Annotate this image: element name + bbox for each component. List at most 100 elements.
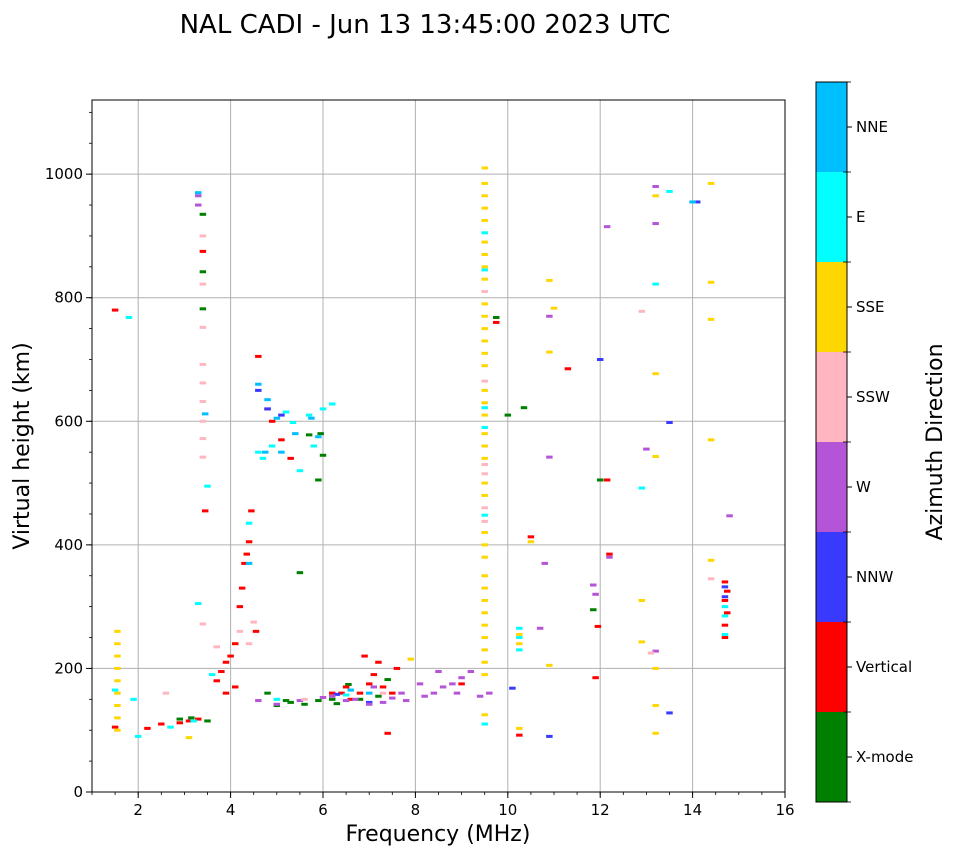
echo-mark-vertical [721, 623, 729, 627]
colorbar-label: E [856, 208, 865, 226]
data-marks [111, 166, 733, 740]
echo-mark-vertical [241, 561, 248, 565]
echo-mark-vertical [243, 552, 251, 556]
echo-mark-sse [481, 623, 488, 627]
echo-mark-sse [481, 555, 488, 559]
echo-mark-e [342, 693, 350, 697]
echo-mark-vertical [287, 456, 294, 460]
echo-mark-vertical [361, 654, 368, 658]
echo-mark-ssw [199, 362, 207, 366]
echo-mark-nne [315, 435, 322, 439]
echo-mark-e [167, 725, 174, 729]
echo-mark-x-mode [329, 697, 336, 701]
colorbar-segment-x-mode [816, 712, 847, 802]
echo-mark-x-mode [199, 270, 207, 274]
echo-mark-x-mode [176, 717, 184, 721]
echo-mark-vertical [213, 679, 220, 683]
echo-mark-vertical [111, 725, 119, 729]
echo-mark-ssw [379, 691, 387, 695]
echo-mark-w [546, 455, 553, 459]
echo-mark-x-mode [493, 315, 500, 319]
echo-mark-sse [638, 598, 646, 602]
echo-mark-ssw [301, 697, 308, 701]
echo-mark-nnw [721, 595, 729, 599]
echo-mark-vertical [199, 249, 207, 253]
colorbar-segments [816, 82, 847, 802]
echo-mark-nne [278, 450, 285, 454]
y-tick-label: 800 [54, 289, 83, 307]
echo-mark-nnw [666, 421, 673, 425]
echo-mark-sse [481, 206, 488, 210]
colorbar-label: SSW [856, 388, 890, 406]
plot-area: 2 4 6 8 10 12 14 16 0 200 400 600 800 1000 [45, 99, 795, 819]
echo-mark-sse [546, 350, 553, 354]
echo-mark-e [195, 602, 202, 606]
y-axis-label: Virtual height (km) [10, 342, 35, 549]
echo-mark-vertical [721, 598, 729, 602]
x-tick-label: 14 [683, 801, 702, 819]
echo-mark-nnw [596, 358, 604, 361]
echo-mark-vertical [111, 308, 119, 312]
echo-mark-nne [273, 416, 281, 420]
x-axis-label: Frequency (MHz) [346, 822, 531, 847]
echo-mark-vertical [458, 682, 465, 686]
echo-mark-sse [481, 388, 488, 392]
echo-mark-w [195, 203, 202, 207]
echo-mark-sse [481, 181, 488, 185]
echo-mark-nnw [509, 686, 516, 690]
echo-mark-sse [114, 679, 121, 683]
x-tick-label: 10 [498, 801, 517, 819]
echo-mark-sse [546, 663, 553, 667]
chart-title: NAL CADI - Jun 13 13:45:00 2023 UTC [180, 10, 671, 40]
echo-mark-w [416, 682, 424, 686]
echo-mark-vertical [195, 717, 202, 721]
echo-mark-sse [481, 611, 488, 615]
echo-mark-sse [707, 181, 715, 185]
echo-mark-vertical [144, 726, 151, 730]
echo-mark-e [255, 450, 262, 454]
echo-mark-sse [481, 481, 488, 485]
echo-mark-sse [481, 432, 488, 436]
echo-mark-w [453, 691, 461, 695]
echo-mark-vertical [375, 660, 382, 664]
echo-mark-vertical [527, 535, 535, 539]
echo-mark-x-mode [287, 700, 294, 704]
echo-mark-vertical [370, 673, 378, 677]
echo-mark-nnw [666, 711, 673, 715]
echo-mark-w [255, 699, 262, 703]
echo-mark-sse [114, 654, 121, 658]
echo-mark-e [666, 189, 673, 193]
echo-mark-sse [481, 240, 488, 244]
echo-mark-e [204, 484, 211, 488]
echo-mark-w [329, 694, 336, 698]
echo-mark-vertical [384, 731, 391, 735]
echo-mark-ssw [199, 381, 207, 385]
echo-mark-nne [689, 200, 696, 204]
echo-mark-e [481, 722, 488, 726]
echo-mark-vertical [255, 354, 262, 358]
echo-mark-x-mode [590, 608, 597, 612]
y-tick-label: 1000 [45, 165, 83, 183]
echo-mark-w [352, 697, 359, 701]
echo-mark-e [638, 486, 646, 490]
echo-mark-e [208, 673, 216, 677]
echo-mark-vertical [721, 636, 729, 640]
echo-mark-w [606, 555, 613, 559]
echo-mark-e [516, 636, 523, 640]
echo-mark-vertical [231, 642, 239, 646]
echo-mark-nne [262, 450, 269, 454]
echo-mark-sse [185, 736, 193, 740]
echo-mark-nne [201, 412, 209, 416]
colorbar-label: NNW [856, 568, 893, 586]
echo-mark-sse [481, 660, 488, 664]
echo-mark-x-mode [282, 699, 290, 703]
echo-mark-nne [308, 416, 315, 420]
echo-mark-ssw [638, 309, 646, 313]
echo-mark-e [245, 521, 253, 525]
echo-mark-ssw [481, 472, 488, 476]
echo-mark-w [365, 702, 373, 706]
x-tick-label: 8 [411, 801, 421, 819]
echo-mark-x-mode [319, 453, 327, 457]
echo-mark-vertical [347, 697, 354, 701]
